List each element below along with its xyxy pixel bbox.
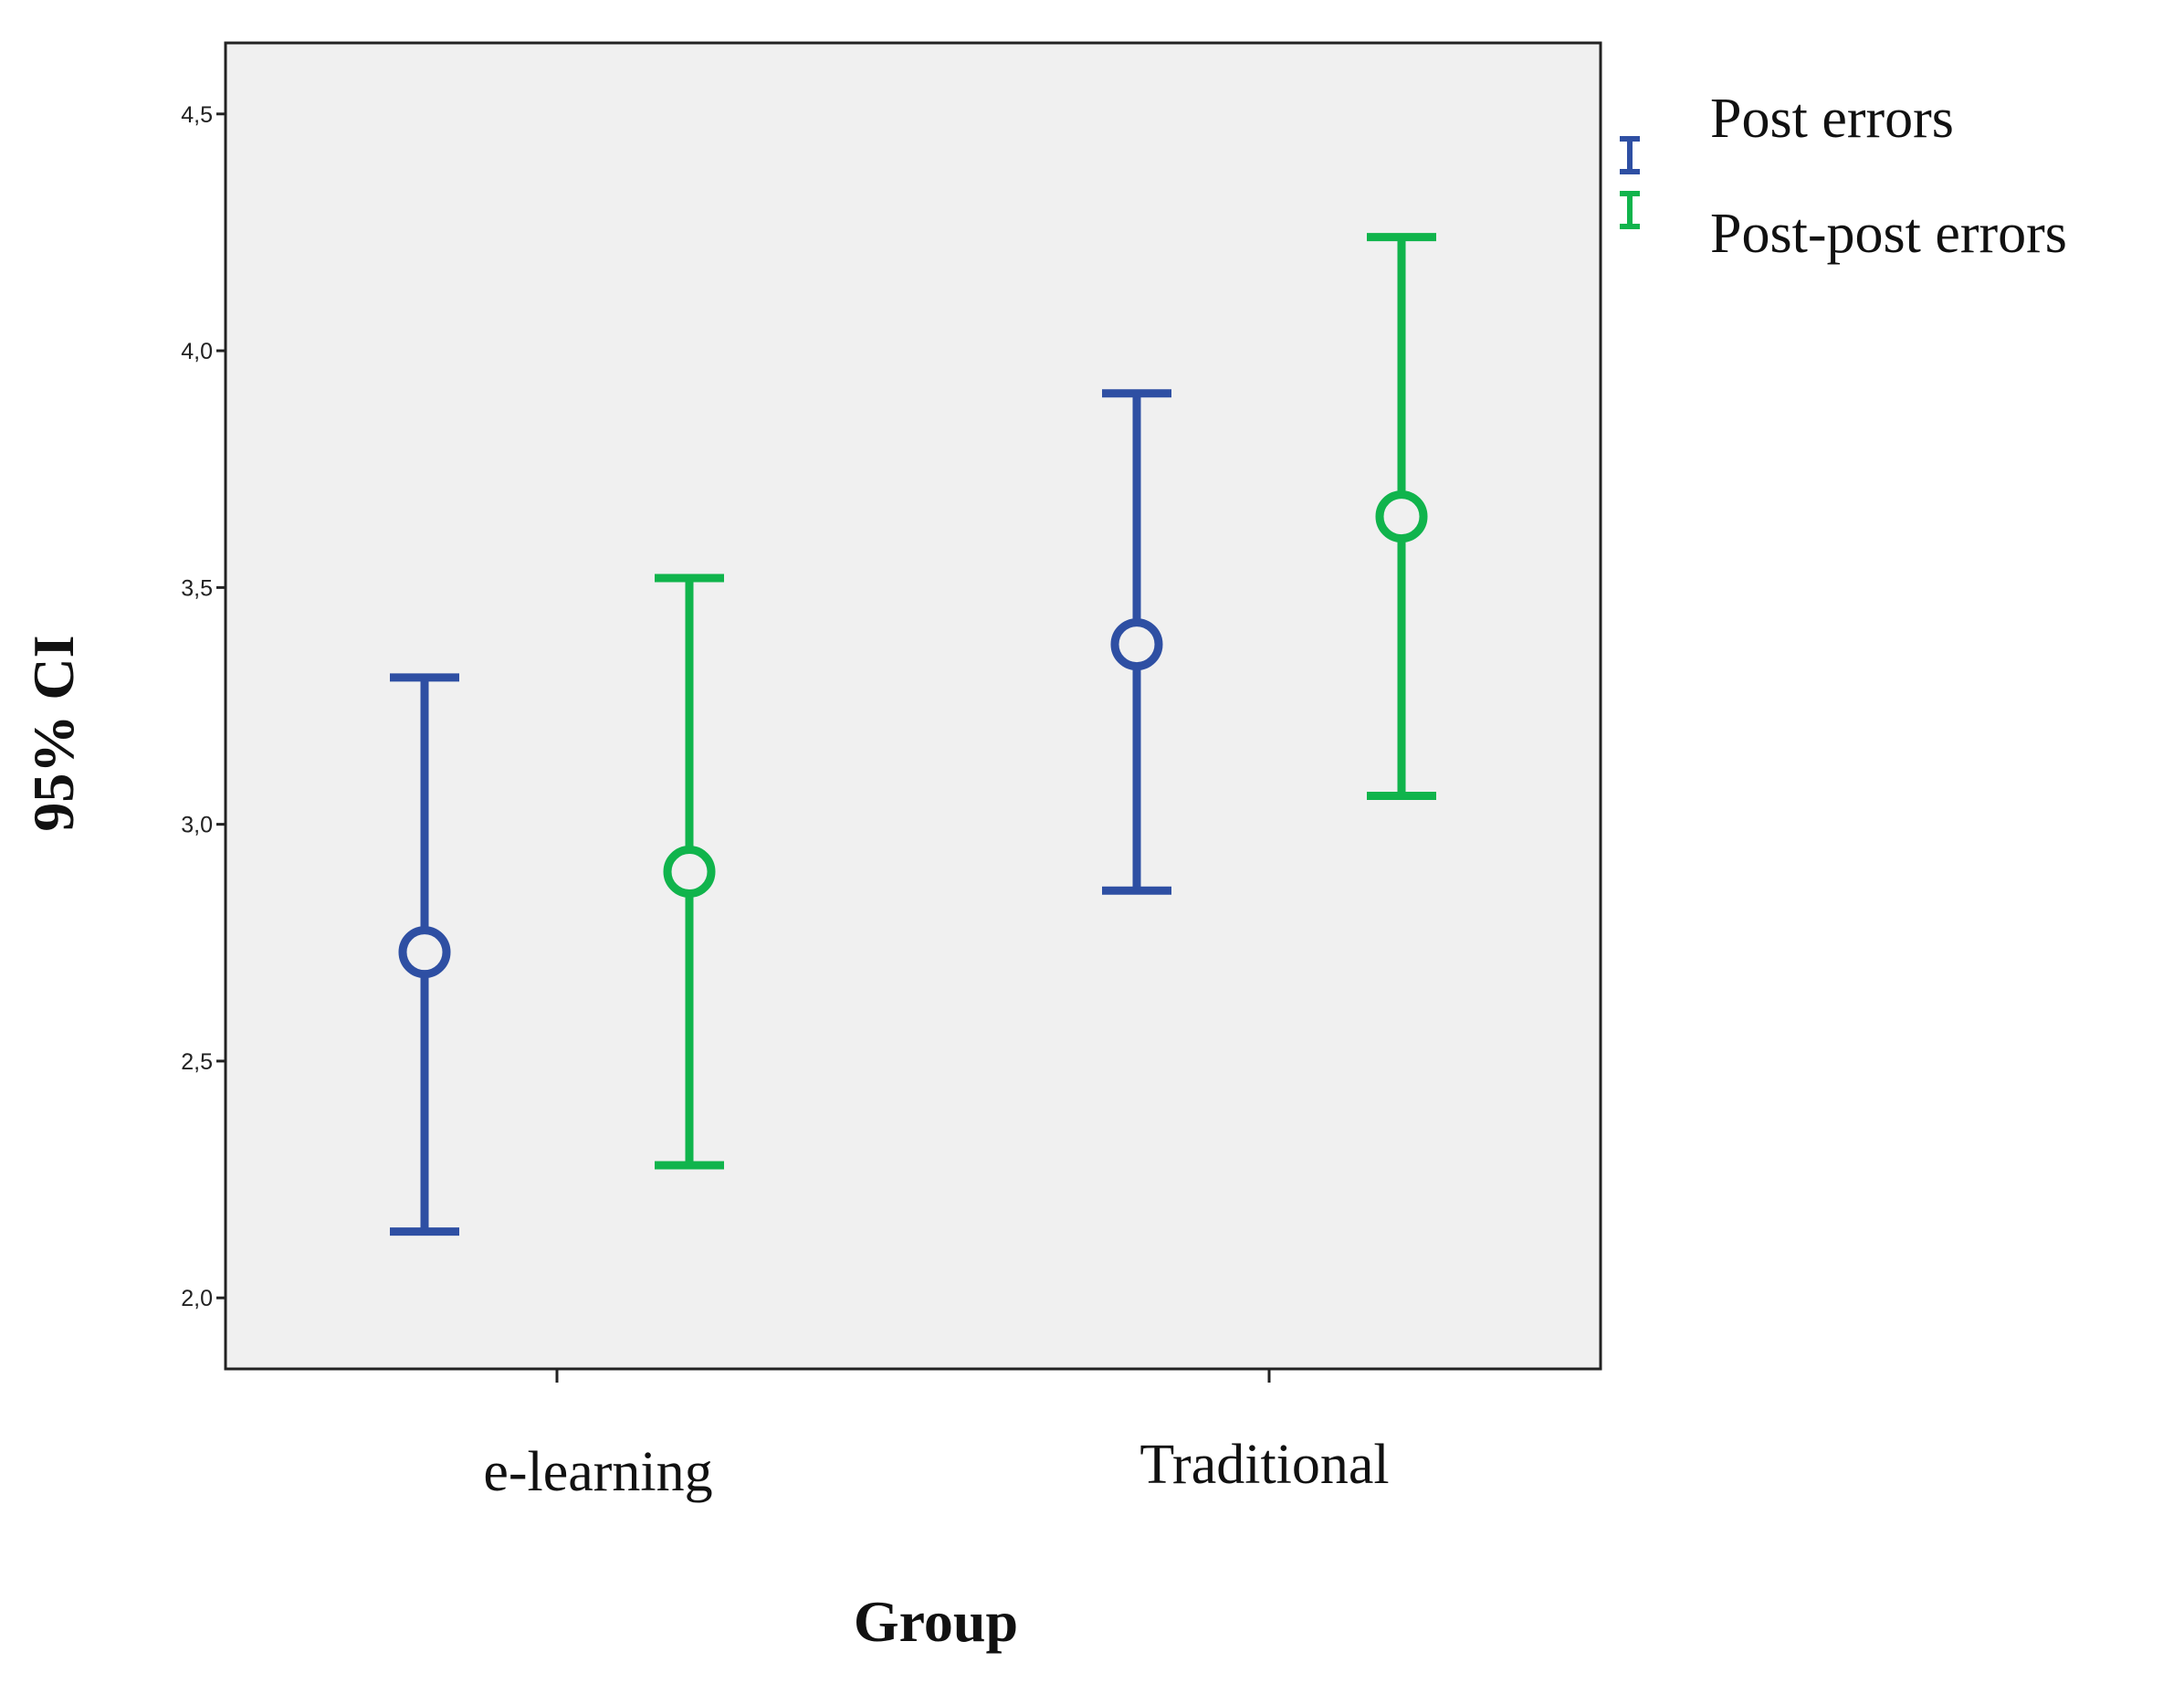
error-bar: [655, 573, 724, 1170]
legend-label: Post errors: [1710, 88, 1954, 150]
mean-marker: [398, 926, 451, 979]
legend: Post errors Post-post errors: [1620, 88, 2067, 265]
y-tick-label: 4,0: [181, 339, 213, 364]
plot-area: [224, 41, 1602, 1371]
y-axis: 2,0 2,5 3,0 3,5 4,0 4,5: [181, 102, 226, 1311]
error-bar: [1102, 389, 1171, 895]
legend-item: Post-post errors: [1620, 191, 2067, 265]
y-axis-title: 95% CI: [21, 635, 86, 831]
mean-marker: [1110, 618, 1163, 671]
x-tick-label: e-learning: [483, 1441, 712, 1503]
legend-item: Post errors: [1620, 88, 1954, 174]
legend-label: Post-post errors: [1710, 203, 2067, 265]
y-tick-label: 4,5: [181, 102, 213, 128]
y-tick-label: 3,5: [181, 575, 213, 601]
mean-marker: [1375, 490, 1428, 543]
error-bars: [390, 233, 1436, 1236]
y-tick-label: 2,0: [181, 1286, 213, 1311]
y-tick-label: 2,5: [181, 1049, 213, 1075]
error-bar: [1367, 233, 1436, 801]
error-bar: [390, 673, 459, 1236]
x-axis-title: Group: [854, 1589, 1018, 1654]
x-tick-label: Traditional: [1139, 1434, 1389, 1496]
mean-marker: [663, 846, 716, 898]
x-axis: e-learning Traditional: [483, 1369, 1390, 1503]
y-tick-label: 3,0: [181, 813, 213, 838]
